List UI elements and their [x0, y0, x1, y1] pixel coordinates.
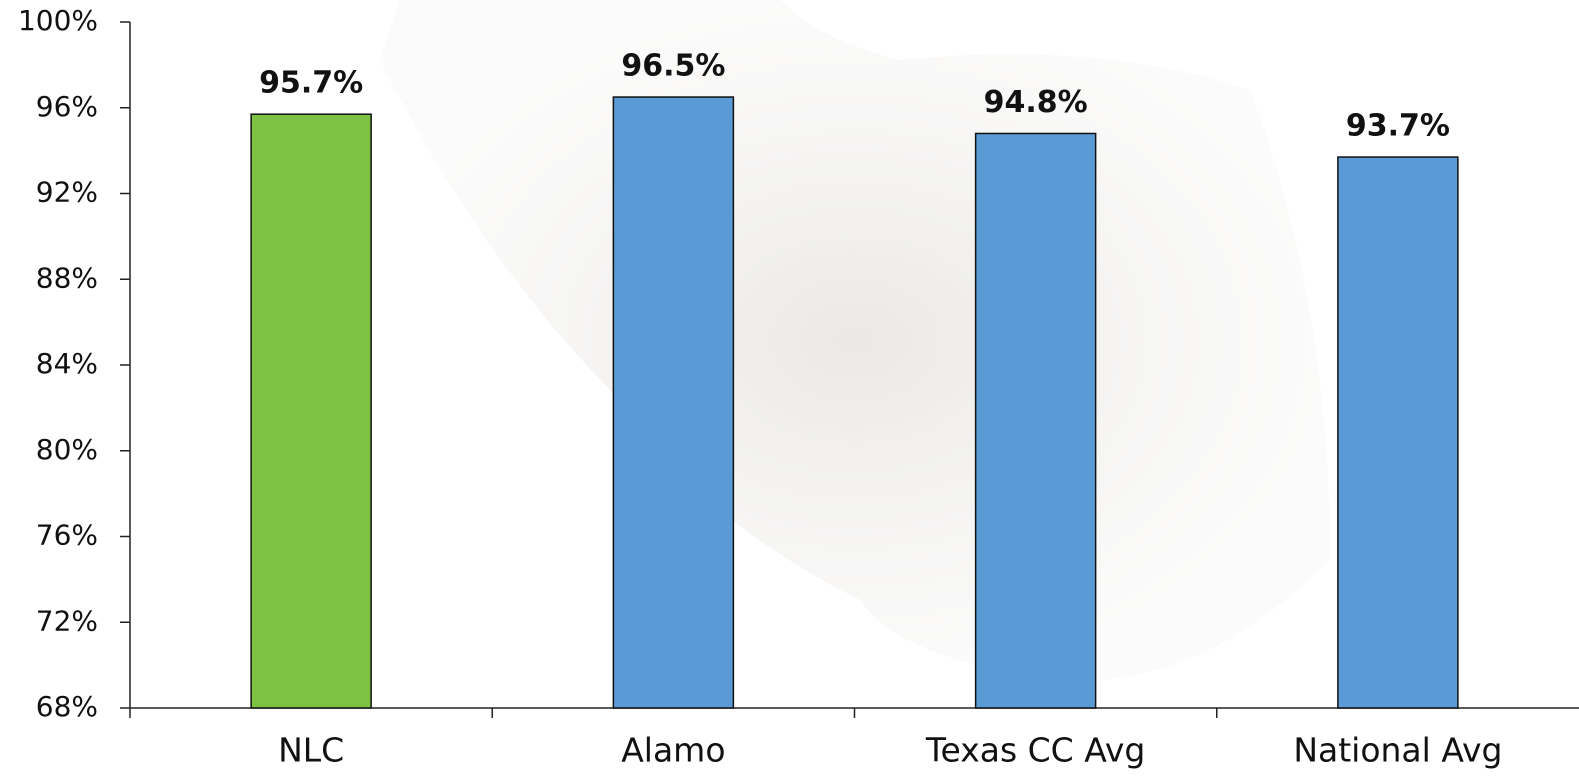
y-tick-label: 92% [36, 176, 98, 209]
bar [976, 133, 1096, 708]
y-tick-label: 72% [36, 604, 98, 637]
x-tick-label: Texas CC Avg [925, 731, 1145, 770]
y-tick-label: 76% [36, 519, 98, 552]
y-tick-label: 80% [36, 433, 98, 466]
bar [613, 97, 733, 708]
chart: 68% 72% 76% 80% 84% 88% 92% 96% 100% NLC 95.7% Alam… [0, 0, 1579, 780]
x-tick-label: National Avg [1293, 731, 1502, 770]
x-tick-label: Alamo [621, 731, 725, 770]
y-tick-label: 84% [36, 347, 98, 380]
bar [1338, 157, 1458, 708]
y-tick-label: 100% [18, 4, 98, 37]
y-tick-label: 96% [36, 90, 98, 123]
value-label: 94.8% [984, 85, 1088, 120]
y-tick-label: 88% [36, 261, 98, 294]
value-label: 93.7% [1346, 109, 1450, 144]
page: 68% 72% 76% 80% 84% 88% 92% 96% 100% NLC 95.7% Alam… [0, 0, 1579, 780]
y-tick-label: 68% [36, 690, 98, 723]
x-tick-label: NLC [278, 731, 344, 770]
value-label: 95.7% [259, 66, 363, 101]
value-label: 96.5% [621, 49, 725, 84]
background-photo [380, 0, 1330, 681]
bar [251, 114, 371, 708]
